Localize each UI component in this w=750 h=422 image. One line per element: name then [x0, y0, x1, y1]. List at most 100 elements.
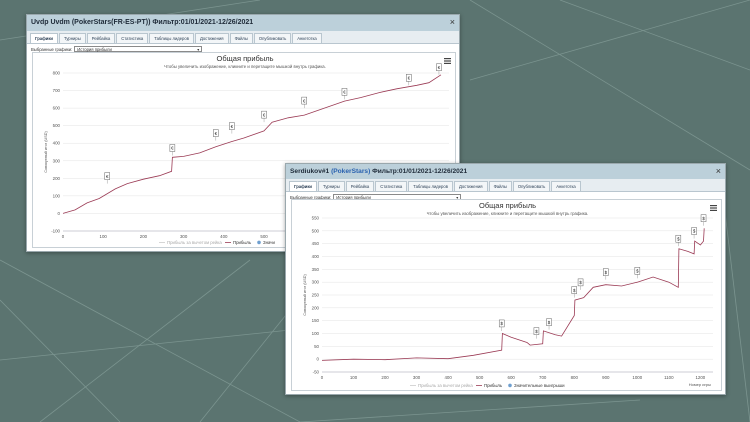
tab-files[interactable]: Файлы — [229, 33, 253, 43]
tab-achievements[interactable]: Достижения — [194, 33, 229, 43]
y-tick-label: 200 — [53, 176, 61, 181]
flag-box — [341, 88, 348, 96]
y-tick-label: 450 — [312, 241, 320, 246]
menu-bar-line — [710, 205, 717, 207]
flag-box — [406, 74, 412, 82]
flag-symbol-text: $ — [548, 320, 551, 325]
y-tick-label: 700 — [53, 88, 61, 93]
legend-net-profit: Прибыль за вычетом рейка — [418, 383, 473, 388]
close-icon[interactable]: × — [715, 166, 721, 176]
x-tick-label: 500 — [260, 234, 268, 239]
flag-symbol-text: $ — [579, 280, 582, 285]
menu-bar-line — [444, 58, 451, 60]
tab-tournaments[interactable]: Турниры — [318, 181, 345, 191]
tab-leaderboards[interactable]: Таблицы лидеров — [408, 181, 453, 191]
significant-win-flag: € — [301, 96, 307, 109]
flag-symbol-text: € — [438, 65, 441, 70]
legend-profit: Прибыль — [233, 240, 252, 245]
y-tick-label: 50 — [314, 344, 319, 349]
tab-bar: Графики Турниры Рейбайка Статистика Табл… — [27, 31, 459, 44]
flag-box — [104, 172, 110, 180]
x-tick-label: 100 — [350, 375, 358, 380]
tab-graphs[interactable]: Графики — [30, 33, 59, 43]
flag-symbol-text: € — [106, 174, 109, 179]
tab-tournaments[interactable]: Турниры — [59, 33, 86, 43]
significant-win-flag: € — [213, 129, 219, 141]
y-tick-label: 200 — [312, 305, 320, 310]
significant-win-flag: € — [104, 172, 110, 184]
window-title-filter: Фильтр:01/01/2021-12/26/2021 — [372, 168, 468, 175]
tab-profile[interactable]: Анкетотка — [292, 33, 322, 43]
y-tick-label: 400 — [312, 254, 320, 259]
chart-select-label: Выбранные графики: — [290, 194, 332, 200]
x-axis-label: Номер игры — [689, 382, 711, 387]
tab-files[interactable]: Файлы — [488, 181, 512, 191]
tab-leaderboards[interactable]: Таблицы лидеров — [149, 33, 194, 43]
x-tick-label: 0 — [321, 375, 324, 380]
x-tick-label: 300 — [413, 375, 421, 380]
y-tick-label: 0 — [58, 211, 61, 216]
menu-bar-line — [710, 209, 717, 211]
chart-select-value: История прибыли — [336, 194, 371, 200]
profit-chart[interactable]: Общая прибыль Чтобы увеличить изображение… — [291, 199, 722, 391]
tab-rebuy[interactable]: Рейбайка — [345, 181, 375, 191]
x-tick-label: 0 — [62, 234, 65, 239]
significant-win-flag: $ — [691, 227, 697, 239]
flag-symbol-text: € — [171, 146, 174, 151]
window-title: Uvdp Uvdm (PokerStars(FR-ES-PT)) Фильтр:… — [31, 19, 254, 26]
tab-statistics[interactable]: Статистика — [116, 33, 149, 43]
y-tick-label: 500 — [53, 123, 61, 128]
series-line-profit — [62, 74, 442, 214]
x-tick-label: 1100 — [664, 375, 674, 380]
flag-box — [577, 278, 584, 287]
chevron-down-icon: ▾ — [456, 194, 459, 200]
tab-statistics[interactable]: Статистика — [375, 181, 408, 191]
y-tick-label: -100 — [51, 229, 60, 234]
flag-symbol-text: $ — [501, 321, 504, 326]
window-title-name: Serdiukov#1 — [290, 168, 330, 175]
window-titlebar[interactable]: Serdiukov#1 (PokerStars) Фильтр:01/01/20… — [286, 164, 725, 179]
tab-publish[interactable]: Опубликовать — [253, 33, 292, 43]
chart-select-value: История прибыли — [77, 46, 112, 52]
y-axis-label: Совокупный итог (USD) — [44, 131, 48, 173]
window-title-site: (PokerStars) — [331, 168, 371, 175]
legend-swatch-wins — [257, 240, 261, 245]
tab-publish[interactable]: Опубликовать — [512, 181, 551, 191]
x-tick-label: 300 — [180, 234, 188, 239]
significant-win-flag: $ — [533, 327, 540, 339]
y-tick-label: -50 — [313, 370, 320, 375]
x-tick-label: 400 — [220, 234, 228, 239]
flag-box — [301, 96, 307, 105]
flag-symbol-text: € — [231, 124, 234, 129]
flag-box — [498, 319, 505, 328]
y-tick-label: 300 — [312, 280, 320, 285]
flag-symbol-text: € — [343, 90, 346, 95]
window-titlebar[interactable]: Uvdp Uvdm (PokerStars(FR-ES-PT)) Фильтр:… — [27, 15, 459, 31]
significant-win-flag: $ — [577, 278, 584, 290]
y-tick-label: 150 — [312, 318, 320, 323]
x-tick-label: 500 — [476, 375, 484, 380]
significant-win-flag: € — [341, 88, 348, 100]
x-tick-label: 600 — [508, 375, 516, 380]
tab-profile[interactable]: Анкетотка — [551, 181, 581, 191]
x-tick-label: 800 — [571, 375, 579, 380]
flag-box — [533, 327, 540, 335]
significant-win-flag: $ — [571, 286, 578, 298]
close-icon[interactable]: × — [449, 17, 455, 27]
flag-symbol-text: $ — [693, 229, 696, 234]
hamburger-menu-icon[interactable] — [444, 58, 451, 64]
flag-box — [691, 227, 697, 235]
tab-graphs[interactable]: Графики — [289, 181, 318, 191]
flag-symbol-text: € — [263, 112, 266, 117]
y-tick-label: 100 — [53, 193, 61, 198]
significant-win-flag: $ — [700, 214, 707, 226]
significant-win-flag: $ — [498, 319, 505, 331]
flag-box — [546, 318, 552, 326]
hamburger-menu-icon[interactable] — [710, 205, 717, 211]
tab-achievements[interactable]: Достижения — [453, 181, 488, 191]
menu-bar-line — [444, 60, 451, 62]
chart-select[interactable]: История прибыли ▾ — [74, 46, 203, 52]
tab-rebuy[interactable]: Рейбайка — [86, 33, 116, 43]
